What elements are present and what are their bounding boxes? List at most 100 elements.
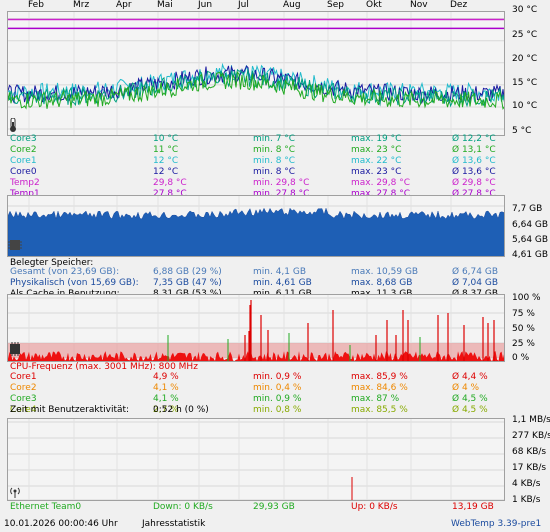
y-tick-label: 0 % — [512, 353, 530, 363]
y-tick-label: 25 % — [512, 339, 535, 349]
legend-cur: 4,1 % — [153, 394, 179, 404]
legend-avg: Ø 6,74 GB — [452, 267, 498, 277]
legend-row: Core4 2,7 % min. 0,8 % max. 85,5 % Ø 4,5 % — [10, 405, 550, 416]
legend-max: max. 23 °C — [351, 167, 402, 177]
memory-title: Belegter Speicher: — [10, 258, 94, 268]
network-up-total: 13,19 GB — [452, 502, 494, 512]
legend-name: Core1 — [10, 372, 37, 382]
temperature-chart-canvas — [8, 12, 504, 135]
legend-max: max. 29,8 °C — [351, 178, 411, 188]
y-tick-label: 75 % — [512, 309, 535, 319]
legend-row: Temp2 29,8 °C min. 29,8 °C max. 29,8 °C Ø 29… — [10, 178, 550, 189]
legend-row: Gesamt (von 23,69 GB): 6,88 GB (29 %) min.… — [10, 267, 550, 278]
legend-max: max. 27,8 °C — [351, 189, 411, 199]
network-legend: Ethernet Team0 Down: 0 KB/s 29,93 GB Up:… — [10, 502, 550, 513]
legend-min: min. 0,4 % — [253, 383, 302, 393]
legend-cur: 12 °C — [153, 167, 179, 177]
y-tick-label: 4,61 GB — [512, 250, 549, 260]
network-name: Ethernet Team0 — [10, 502, 82, 512]
legend-max: max. 19 °C — [351, 134, 402, 144]
y-tick-label: 25 °C — [512, 30, 538, 40]
version-link[interactable]: WebTemp 3.39-pre1 — [451, 519, 542, 529]
legend-name: Temp2 — [10, 178, 40, 188]
legend-avg: Ø 13,6 °C — [452, 167, 496, 177]
legend-avg: Ø 4 % — [452, 383, 480, 393]
legend-avg: Ø 7,04 GB — [452, 278, 498, 288]
y-tick-label: 15 °C — [512, 78, 538, 88]
legend-min: min. 8 °C — [253, 167, 296, 177]
month-label: Dez — [450, 0, 468, 10]
thermometer-icon — [8, 117, 18, 135]
legend-cur: 4,9 % — [153, 372, 179, 382]
cpu-chart-canvas — [8, 295, 504, 361]
y-tick-label: 6,64 GB — [512, 220, 549, 230]
legend-avg: Ø 4,4 % — [452, 372, 488, 382]
legend-row: Temp1 27,8 °C min. 27,8 °C max. 27,8 °C Ø 27… — [10, 189, 550, 200]
y-tick-label: 7,7 GB — [512, 204, 543, 214]
legend-name: Core2 — [10, 383, 37, 393]
legend-avg: Ø 12,2 °C — [452, 134, 496, 144]
series-cpu-core1 — [8, 351, 504, 361]
legend-min: min. 8 °C — [253, 145, 296, 155]
legend-name: Core3 — [10, 394, 37, 404]
memory-chart-canvas — [8, 196, 504, 256]
legend-min: min. 0,8 % — [253, 405, 302, 415]
legend-max: max. 85,9 % — [351, 372, 408, 382]
legend-avg: Ø 13,6 °C — [452, 156, 496, 166]
y-tick-label: 17 KB/s — [512, 463, 547, 473]
series-core0 — [8, 65, 504, 105]
legend-name: Core3 — [10, 134, 37, 144]
network-chart-canvas — [8, 419, 504, 500]
month-label: Sep — [327, 0, 344, 10]
network-up: Up: 0 KB/s — [351, 502, 398, 512]
legend-max: max. 23 °C — [351, 145, 402, 155]
legend-row: Core3 4,1 % min. 0,9 % max. 87 % Ø 4,5 % — [10, 394, 550, 405]
legend-cur: 6,88 GB (29 %) — [153, 267, 222, 277]
cpu-chart — [7, 294, 505, 362]
month-label: Nov — [410, 0, 428, 10]
network-down-total: 29,93 GB — [253, 502, 295, 512]
statistics-mode-link[interactable]: Jahresstatistik — [142, 519, 206, 529]
legend-avg: Ø 29,8 °C — [452, 178, 496, 188]
network-down: Down: 0 KB/s — [153, 502, 213, 512]
legend-cur: 7,35 GB (47 %) — [153, 278, 222, 288]
y-tick-label: 5,64 GB — [512, 235, 549, 245]
legend-max: max. 87 % — [351, 394, 400, 404]
legend-cur: 10 °C — [153, 134, 179, 144]
legend-name: Physikalisch (von 15,69 GB): — [10, 278, 139, 288]
y-tick-label: 277 KB/s — [512, 431, 550, 441]
month-label: Apr — [116, 0, 132, 10]
cpu-frequency: CPU-Frequenz (max. 3001 MHz): 800 MHz — [10, 362, 198, 372]
month-label: Feb — [28, 0, 44, 10]
temperature-chart — [7, 11, 505, 136]
memory-chip-icon — [8, 238, 22, 255]
memory-chart — [7, 195, 505, 257]
user-activity: Zeit mit Benutzeraktivität: 0:52 h (0 %) — [10, 405, 550, 416]
legend-name: Core2 — [10, 145, 37, 155]
y-tick-label: 68 KB/s — [512, 447, 547, 457]
y-tick-label: 1 KB/s — [512, 495, 541, 505]
legend-row: Core3 10 °C min. 7 °C max. 19 °C Ø 12,2 °C — [10, 134, 550, 145]
legend-min: min. 4,1 GB — [253, 267, 307, 277]
cpu-average-band — [8, 343, 504, 358]
legend-min: min. 0,9 % — [253, 394, 302, 404]
legend-row: Core2 11 °C min. 8 °C max. 23 °C Ø 13,1 °C — [10, 145, 550, 156]
legend-row: Core0 12 °C min. 8 °C max. 23 °C Ø 13,6 °C — [10, 167, 550, 178]
y-tick-label: 4 KB/s — [512, 479, 541, 489]
series-core2 — [8, 70, 504, 111]
legend-max: max. 85,5 % — [351, 405, 408, 415]
legend-avg: Ø 4,5 % — [452, 405, 488, 415]
y-tick-label: 1,1 MB/s — [512, 415, 550, 425]
legend-name: Core0 — [10, 167, 37, 177]
y-tick-label: 50 % — [512, 324, 535, 334]
legend-min: min. 27,8 °C — [253, 189, 310, 199]
timestamp: 10.01.2026 00:00:46 Uhr — [4, 519, 118, 529]
legend-name: Gesamt (von 23,69 GB): — [10, 267, 120, 277]
month-label: Aug — [283, 0, 301, 10]
legend-max: max. 22 °C — [351, 156, 402, 166]
user-activity-label: Zeit mit Benutzeraktivität: — [10, 405, 130, 415]
network-antenna-icon — [8, 484, 22, 501]
legend-name: Core1 — [10, 156, 37, 166]
legend-avg: Ø 4,5 % — [452, 394, 488, 404]
legend-max: max. 10,59 GB — [351, 267, 419, 277]
